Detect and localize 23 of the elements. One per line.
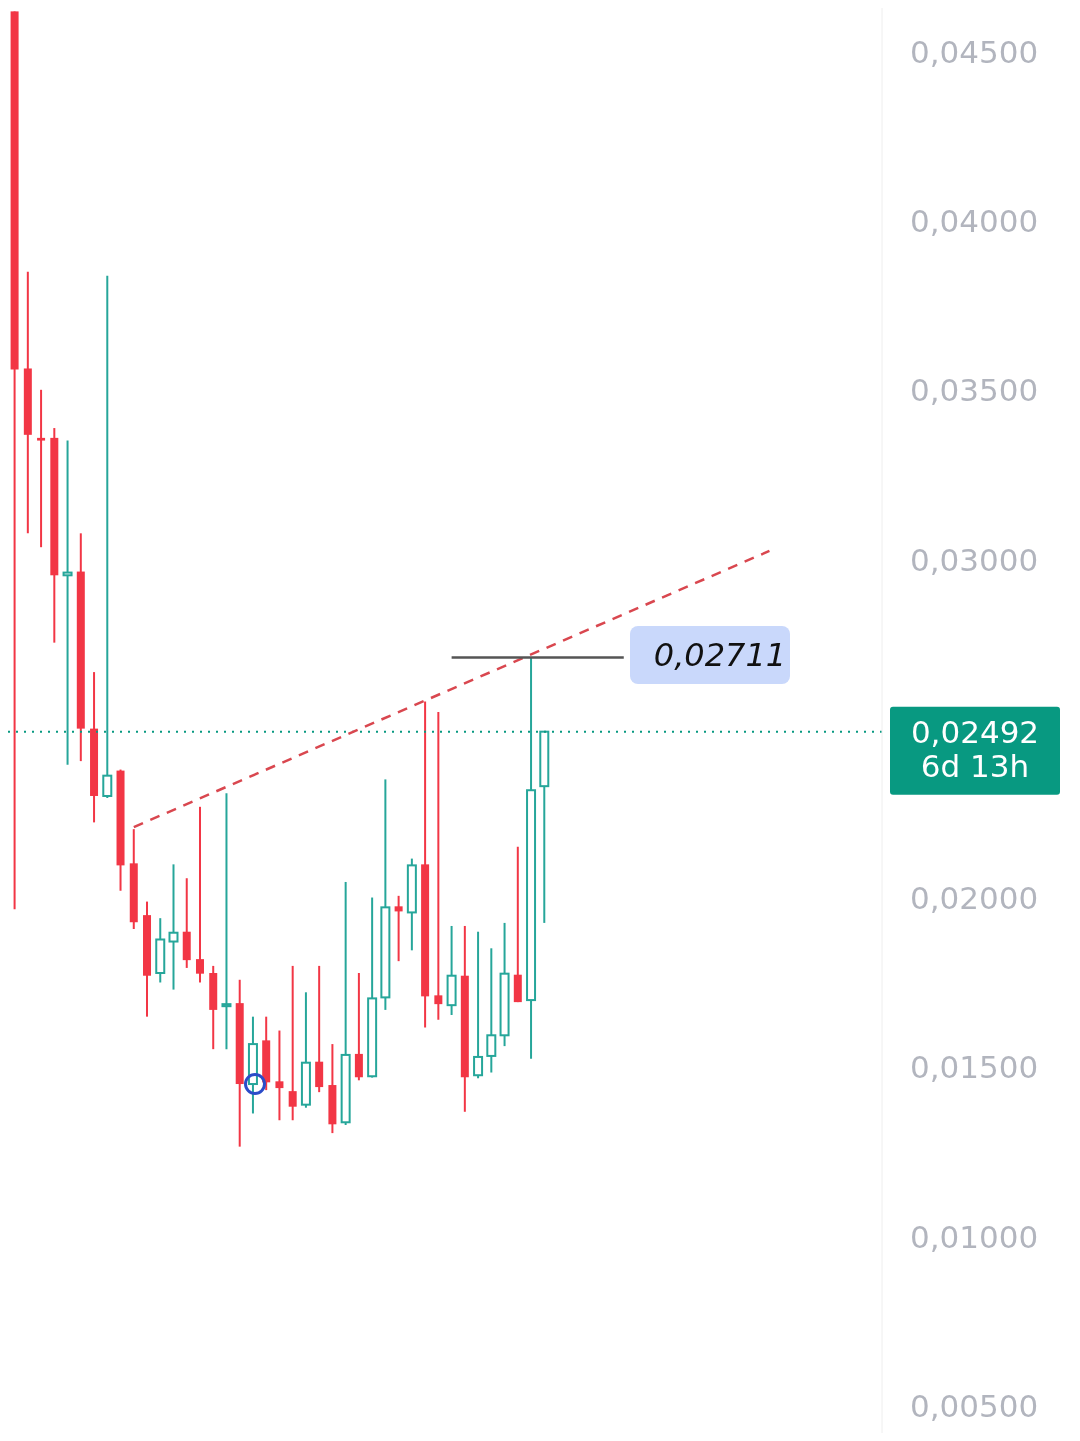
y-tick-label: 0,03000 (910, 541, 1039, 578)
y-tick-label: 0,03500 (910, 372, 1039, 409)
y-tick-label: 0,04500 (910, 34, 1039, 71)
candlestick (486, 947, 497, 1074)
candlestick (62, 439, 73, 766)
y-tick-label: 0,01000 (910, 1218, 1039, 1255)
candlestick (168, 863, 179, 991)
y-tick-label: 0,04000 (910, 203, 1039, 240)
y-tick-label: 0,01500 (910, 1049, 1039, 1086)
annotation: 0,02711 (629, 625, 791, 684)
y-tick-label: 0,00500 (910, 1387, 1039, 1424)
candlestick (195, 805, 204, 984)
ref-line-label: 0,02492 6d 13h (910, 713, 1040, 784)
candlestick (354, 972, 363, 1082)
candlestick (434, 711, 443, 1021)
candlestick (473, 930, 484, 1080)
candlestick (275, 1029, 284, 1122)
candlestick (394, 894, 403, 963)
candlestick (102, 274, 113, 800)
y-tick-label: 0,02000 (910, 880, 1039, 917)
candlestick (37, 388, 46, 549)
candlestick (221, 792, 232, 1051)
candlestick (288, 964, 297, 1122)
